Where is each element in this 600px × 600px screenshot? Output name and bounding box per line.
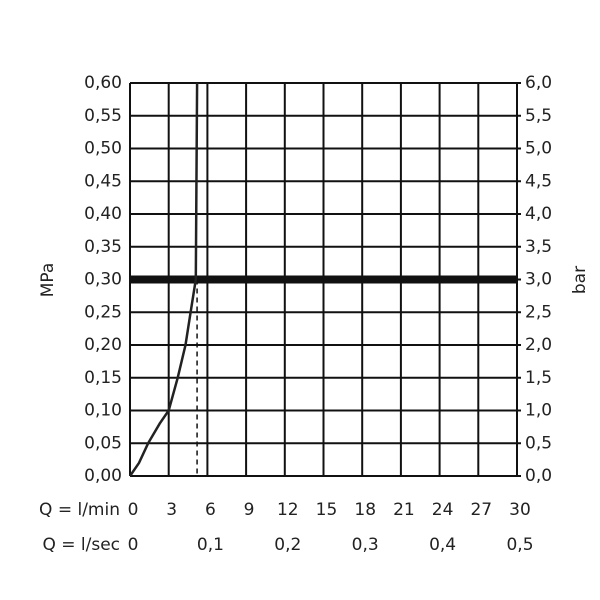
x-tick-label: 6 bbox=[205, 500, 216, 520]
x-tick-label: 9 bbox=[244, 500, 255, 520]
x2-tick-label: 0,5 bbox=[506, 535, 533, 555]
y-tick-label: 0,45 bbox=[84, 171, 122, 191]
x-axis-label: Q = l/min bbox=[39, 500, 120, 520]
y2-tick-label: 4,5 bbox=[525, 171, 552, 191]
y-tick-label: 0,30 bbox=[84, 270, 122, 290]
y2-tick-label: 0,0 bbox=[525, 466, 552, 486]
y-tick-label: 0,35 bbox=[84, 237, 122, 257]
y2-axis-label: bar bbox=[570, 266, 590, 294]
x2-tick-label: 0,3 bbox=[352, 535, 379, 555]
y2-tick-label: 3,0 bbox=[525, 270, 552, 290]
y2-tick-label: 5,0 bbox=[525, 139, 552, 159]
y-tick-label: 0,25 bbox=[84, 302, 122, 322]
y-tick-label: 0,20 bbox=[84, 335, 122, 355]
y-tick-label: 0,10 bbox=[84, 401, 122, 421]
x-tick-label: 0 bbox=[128, 500, 139, 520]
y2-tick-label: 0,5 bbox=[525, 433, 552, 453]
y2-tick-label: 6,0 bbox=[525, 73, 552, 93]
y2-tick-label: 5,5 bbox=[525, 106, 552, 126]
x-tick-label: 15 bbox=[316, 500, 338, 520]
y-tick-label: 0,00 bbox=[84, 466, 122, 486]
x-tick-label: 12 bbox=[277, 500, 299, 520]
x-tick-label: 27 bbox=[470, 500, 492, 520]
y2-tick-label: 3,5 bbox=[525, 237, 552, 257]
x-tick-label: 21 bbox=[393, 500, 415, 520]
y2-tick-label: 4,0 bbox=[525, 204, 552, 224]
y2-tick-label: 2,5 bbox=[525, 302, 552, 322]
x-tick-label: 3 bbox=[166, 500, 177, 520]
y2-tick-label: 1,0 bbox=[525, 401, 552, 421]
x-tick-label: 24 bbox=[432, 500, 454, 520]
x-tick-label: 30 bbox=[509, 500, 531, 520]
x2-tick-label: 0,1 bbox=[197, 535, 224, 555]
x2-axis-label: Q = l/sec bbox=[42, 535, 120, 555]
x2-tick-label: 0 bbox=[128, 535, 139, 555]
x-tick-label: 18 bbox=[354, 500, 376, 520]
y-tick-label: 0,40 bbox=[84, 204, 122, 224]
y-tick-label: 0,05 bbox=[84, 433, 122, 453]
flow-curve bbox=[128, 82, 199, 477]
x2-tick-label: 0,2 bbox=[274, 535, 301, 555]
x2-tick-label: 0,4 bbox=[429, 535, 456, 555]
y2-tick-label: 2,0 bbox=[525, 335, 552, 355]
y-tick-label: 0,55 bbox=[84, 106, 122, 126]
y-tick-label: 0,50 bbox=[84, 139, 122, 159]
y-axis-label: MPa bbox=[38, 263, 58, 298]
y2-tick-label: 1,5 bbox=[525, 368, 552, 388]
y-tick-label: 0,60 bbox=[84, 73, 122, 93]
y-tick-label: 0,15 bbox=[84, 368, 122, 388]
